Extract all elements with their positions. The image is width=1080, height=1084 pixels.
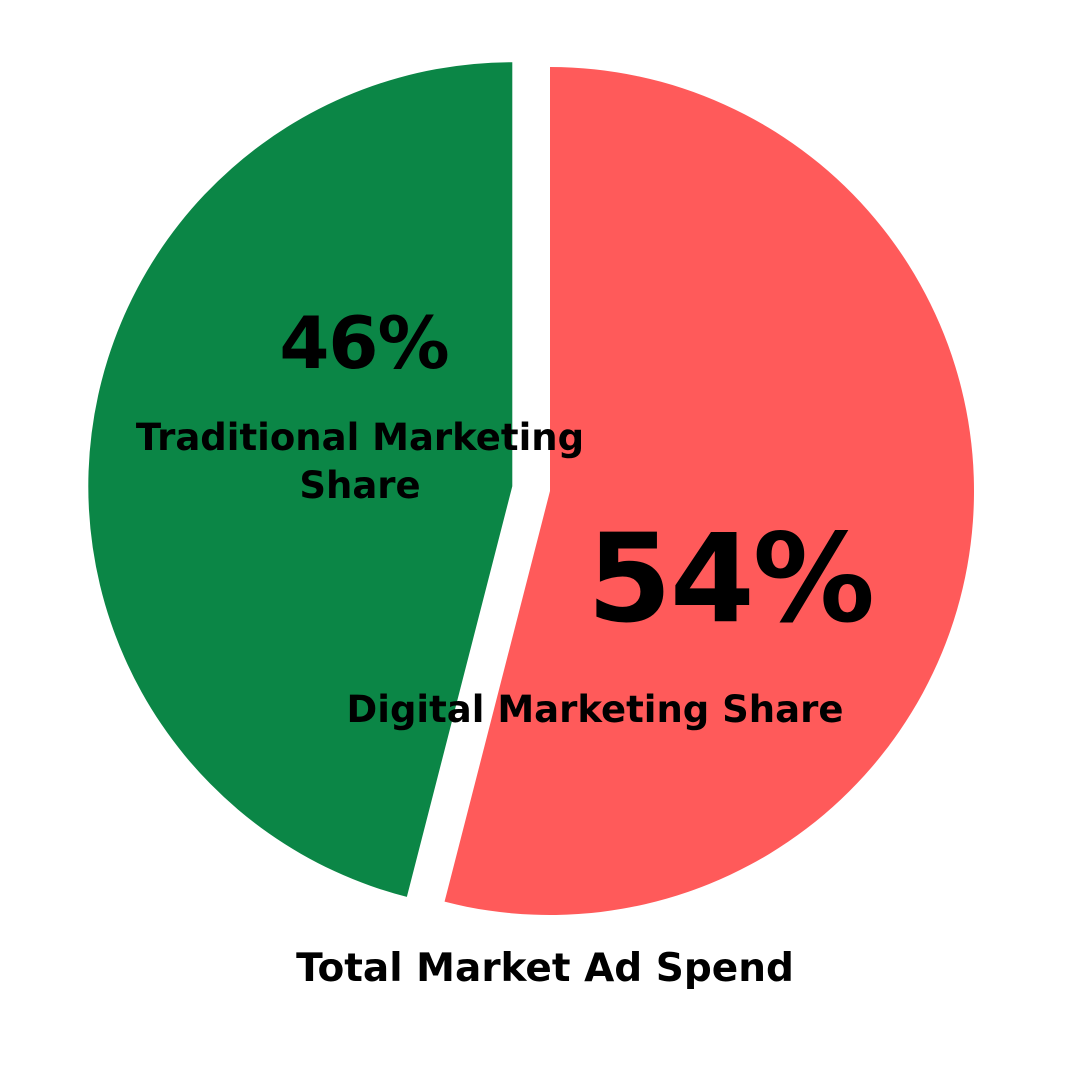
traditional-share-label: Traditional Marketing Share: [135, 416, 585, 508]
chart-title: Total Market Ad Spend: [296, 946, 794, 991]
pie-slice-digital: [444, 67, 974, 915]
pie-slice-traditional: [88, 62, 513, 897]
digital-share-value: 54%: [586, 508, 875, 650]
digital-share-label: Digital Marketing Share: [346, 688, 844, 731]
traditional-share-value: 46%: [279, 301, 449, 385]
